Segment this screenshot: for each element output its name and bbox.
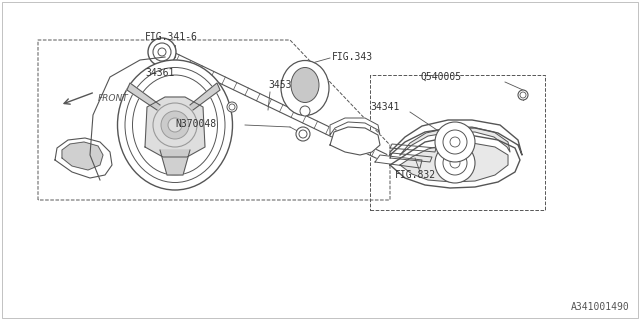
Text: Q540005: Q540005 [420, 72, 461, 82]
Polygon shape [390, 136, 520, 188]
Polygon shape [55, 138, 112, 178]
Polygon shape [330, 127, 380, 155]
Polygon shape [330, 118, 380, 135]
Text: FIG.341-6: FIG.341-6 [145, 32, 198, 42]
Circle shape [153, 103, 197, 147]
Circle shape [296, 127, 310, 141]
Circle shape [435, 122, 475, 162]
Text: FIG.832: FIG.832 [395, 170, 436, 180]
Text: 34361: 34361 [145, 68, 174, 78]
Text: 34531: 34531 [268, 80, 298, 90]
Text: 34341: 34341 [370, 102, 399, 112]
Polygon shape [62, 142, 103, 170]
Circle shape [518, 90, 528, 100]
Circle shape [227, 102, 237, 112]
Ellipse shape [281, 60, 329, 116]
Polygon shape [160, 150, 190, 175]
Polygon shape [190, 83, 220, 110]
Polygon shape [145, 97, 205, 157]
Ellipse shape [291, 68, 319, 102]
Polygon shape [400, 127, 510, 155]
Ellipse shape [132, 75, 218, 175]
Polygon shape [127, 83, 160, 110]
Polygon shape [375, 155, 422, 168]
Circle shape [300, 106, 310, 116]
Ellipse shape [118, 60, 232, 190]
Polygon shape [390, 153, 432, 162]
Polygon shape [390, 120, 522, 155]
Text: FIG.343: FIG.343 [332, 52, 373, 62]
Text: A341001490: A341001490 [572, 302, 630, 312]
Circle shape [161, 111, 189, 139]
Circle shape [148, 38, 176, 66]
Text: N370048: N370048 [175, 119, 216, 129]
Circle shape [168, 118, 182, 132]
Polygon shape [390, 144, 436, 152]
Circle shape [435, 143, 475, 183]
Polygon shape [400, 143, 508, 182]
Text: FRONT: FRONT [98, 93, 129, 102]
